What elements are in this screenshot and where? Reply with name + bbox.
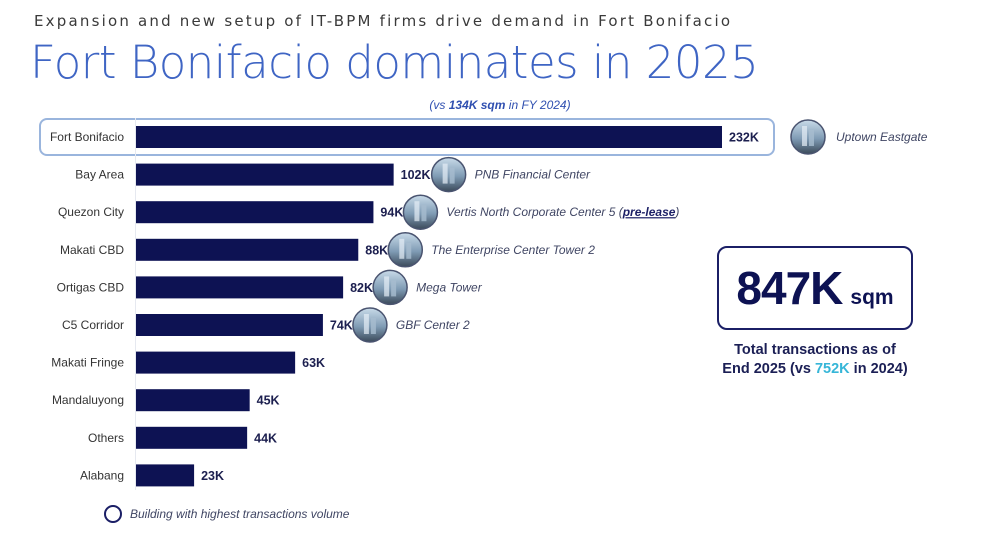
building-tower-icon [449,167,455,184]
building-tower-icon [802,126,807,146]
category-label: C5 Corridor [62,318,124,332]
value-label: 82K [350,281,373,295]
building-name-text: Mega Tower [416,280,483,294]
building-name: The Enterprise Center Tower 2 [431,243,595,257]
bar [136,351,296,374]
building-name: Mega Tower [416,280,483,294]
building-photo-icon [352,307,388,343]
bar [136,276,344,299]
category-label: Mandaluyong [52,393,124,407]
bar [136,389,250,412]
building-circle-icon [104,505,122,523]
building-photo-icon [430,156,467,193]
category-label: Fort Bonifacio [50,130,124,144]
building-tower-icon [363,314,369,334]
kpi-value: 847K [736,262,843,314]
value-label: 63K [302,356,325,370]
building-photo-icon [402,194,439,230]
kpi-caption-suffix: in 2024) [849,361,908,377]
building-name-close: ) [673,205,679,219]
kpi-caption-prefix: End 2025 (vs [722,361,815,377]
category-label: Makati CBD [60,243,124,257]
pre-lease-note: pre-lease [622,205,676,219]
page-title: Fort Bonifacio dominates in 2025 [30,36,759,89]
bar [136,163,394,186]
total-kpi-box: 847K sqm [717,246,913,330]
building-name-text: Vertis North Corporate Center 5 ( [446,205,624,219]
building-tower-icon [809,130,814,146]
bar [136,201,374,224]
bar [136,426,248,449]
bar [136,126,722,148]
value-label: 74K [330,319,353,333]
legend-text: Building with highest transactions volum… [130,507,350,521]
building-tower-icon [406,242,412,259]
comparison-note: (vs 134K sqm in FY 2024) [0,98,1000,112]
kpi-caption-line1: Total transactions as of [734,342,896,358]
building-name-text: Uptown Eastgate [836,130,928,144]
value-label: 23K [201,469,224,483]
category-label: Bay Area [75,168,124,182]
value-label: 94K [380,206,403,220]
bar [136,464,195,487]
building-tower-icon [370,318,376,334]
building-photo-icon [790,119,826,155]
category-label: Others [88,431,124,445]
category-label: Quezon City [58,205,124,219]
highlight-box [39,118,775,156]
building-name-text: GBF Center 2 [396,318,470,332]
category-label: Alabang [80,468,124,482]
building-name: PNB Financial Center [475,168,591,182]
kpi-unit: sqm [850,286,894,309]
building-tower-icon [391,280,397,297]
value-label: 232K [729,131,759,145]
building-tower-icon [384,276,390,297]
compare-value: 134K sqm [448,98,506,112]
legend: Building with highest transactions volum… [104,505,349,523]
value-label: 45K [257,394,280,408]
value-label: 44K [254,431,277,445]
building-name-text: The Enterprise Center Tower 2 [431,243,595,257]
building-tower-icon [399,238,405,259]
kpi-prior-value: 752K [814,361,850,377]
building-name: Uptown Eastgate [836,130,928,144]
value-label: 102K [401,168,431,182]
building-name: GBF Center 2 [396,318,470,332]
building-name-text: PNB Financial Center [475,168,591,182]
building-name: Vertis North Corporate Center 5 (pre-lea… [446,205,679,219]
value-label: 88K [365,243,388,257]
kpi-caption-line2: End 2025 (vs 752K in 2024) [700,360,930,379]
building-tower-icon [421,205,427,222]
category-label: Ortigas CBD [57,280,125,294]
kpi-caption: Total transactions as of End 2025 (vs 75… [700,341,930,379]
building-photo-icon [387,232,424,268]
category-label: Makati Fringe [51,356,124,370]
bar [136,314,323,336]
compare-suffix: in FY 2024) [505,98,571,112]
compare-prefix: (vs [429,98,449,112]
page-subtitle: Expansion and new setup of IT-BPM firms … [34,12,733,30]
building-photo-icon [372,269,408,306]
building-tower-icon [414,201,420,222]
bar [136,238,359,261]
building-tower-icon [442,163,448,184]
y-axis-line [135,118,136,490]
